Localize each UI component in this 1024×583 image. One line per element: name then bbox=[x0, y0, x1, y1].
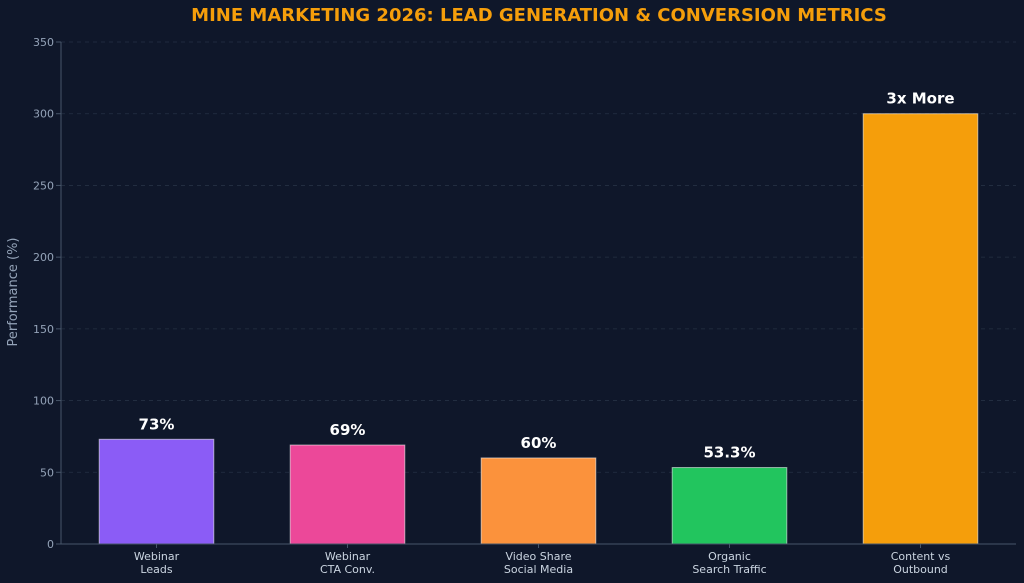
y-tick-label: 250 bbox=[33, 179, 54, 192]
x-tick-label: Webinar bbox=[325, 550, 371, 563]
bar bbox=[862, 113, 979, 545]
x-tick-label: CTA Conv. bbox=[320, 563, 375, 576]
data-label: 73% bbox=[139, 415, 175, 433]
x-tick-label: Video Share bbox=[505, 550, 571, 563]
bar bbox=[480, 457, 597, 545]
y-tick-label: 50 bbox=[40, 466, 54, 479]
data-labels: 73% 69% 60% 53.3% 3x More bbox=[139, 90, 955, 462]
bars bbox=[98, 113, 979, 545]
x-tick-label: Content vs bbox=[891, 550, 951, 563]
chart-title: MINE MARKETING 2026: LEAD GENERATION & C… bbox=[191, 5, 887, 26]
x-tick-label: Webinar bbox=[134, 550, 180, 563]
data-label: 69% bbox=[330, 421, 366, 439]
y-tick-label: 200 bbox=[33, 251, 54, 264]
data-label: 53.3% bbox=[703, 444, 755, 462]
bar bbox=[289, 444, 406, 545]
data-label: 3x More bbox=[886, 90, 954, 108]
grid-lines bbox=[61, 41, 1016, 473]
y-tick-label: 100 bbox=[33, 395, 54, 408]
y-tick-label: 0 bbox=[47, 538, 54, 551]
data-label: 60% bbox=[521, 434, 557, 452]
bar bbox=[98, 438, 215, 545]
x-tick-label: Search Traffic bbox=[692, 563, 766, 576]
x-tick-label: Social Media bbox=[504, 563, 573, 576]
y-tick-labels: 0 50 100 150 200 250 300 350 bbox=[33, 36, 61, 551]
x-tick-label: Leads bbox=[140, 563, 172, 576]
y-tick-label: 150 bbox=[33, 323, 54, 336]
y-tick-label: 300 bbox=[33, 108, 54, 121]
y-axis-label: Performance (%) bbox=[6, 237, 21, 346]
x-tick-label: Organic bbox=[708, 550, 751, 563]
bar bbox=[671, 467, 788, 545]
x-tick-label: Outbound bbox=[893, 563, 948, 576]
axes bbox=[60, 42, 1016, 545]
y-tick-label: 350 bbox=[33, 36, 54, 49]
